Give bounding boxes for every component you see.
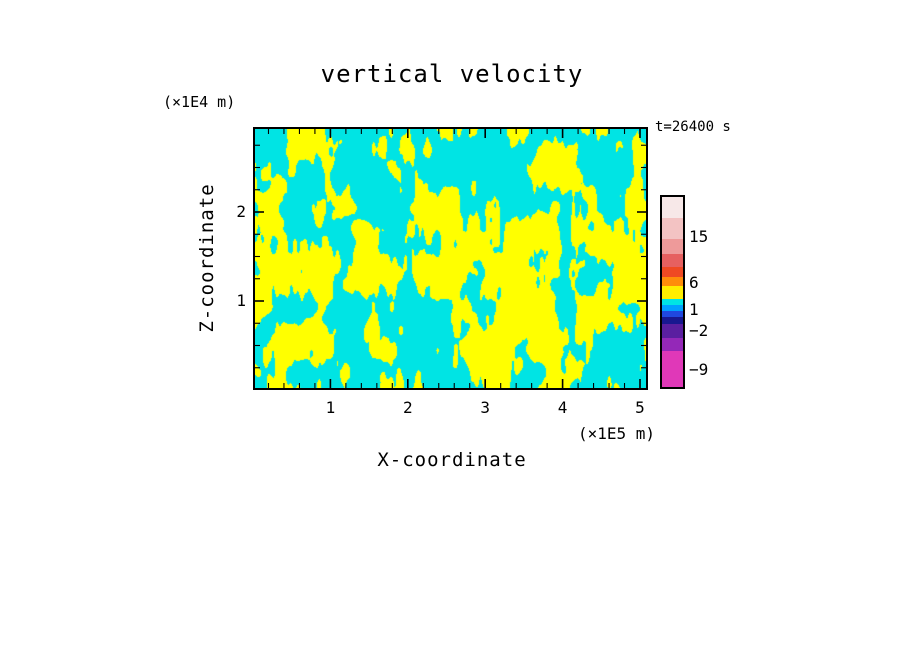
colorbar-segment [662,317,683,324]
colorbar-segment [662,311,683,317]
colorbar-segment [662,305,683,311]
colorbar-segment [662,338,683,351]
colorbar-level-label: −9 [689,360,709,379]
colorbar-segment [662,239,683,254]
chart-title: vertical velocity [320,60,584,88]
x-tick-label: 2 [402,398,413,417]
colorbar-segment [662,254,683,267]
colorbar-segment [662,218,683,239]
x-tick-label: 4 [557,398,568,417]
x-tick-label: 3 [480,398,491,417]
colorbar-segment [662,299,683,305]
x-axis-units: (×1E5 m) [577,424,655,443]
x-tick-label: 5 [635,398,645,417]
colorbar-segment [662,197,683,218]
colorbar-level-label: 15 [689,227,709,246]
colorbar-level-label: 1 [689,300,699,319]
colorbar-segment [662,277,683,286]
plot-area [253,127,648,390]
colorbar-segment [662,286,683,299]
colorbar-segment [662,324,683,338]
velocity-field-heatmap [255,129,646,388]
x-axis-label: X-coordinate [377,449,527,471]
colorbar-level-label: −2 [689,321,709,340]
z-tick-label: 2 [236,202,246,221]
z-axis-label: Z-coordinate [196,183,218,333]
colorbar-level-label: 6 [689,273,699,292]
colorbar-segment [662,267,683,277]
x-tick-label: 1 [325,398,336,417]
z-axis-units: (×1E4 m) [163,93,236,111]
colorbar-segment [662,351,683,387]
z-tick-label: 1 [236,291,246,310]
colorbar [660,195,685,389]
timestamp-label: t=26400 s [655,119,731,135]
